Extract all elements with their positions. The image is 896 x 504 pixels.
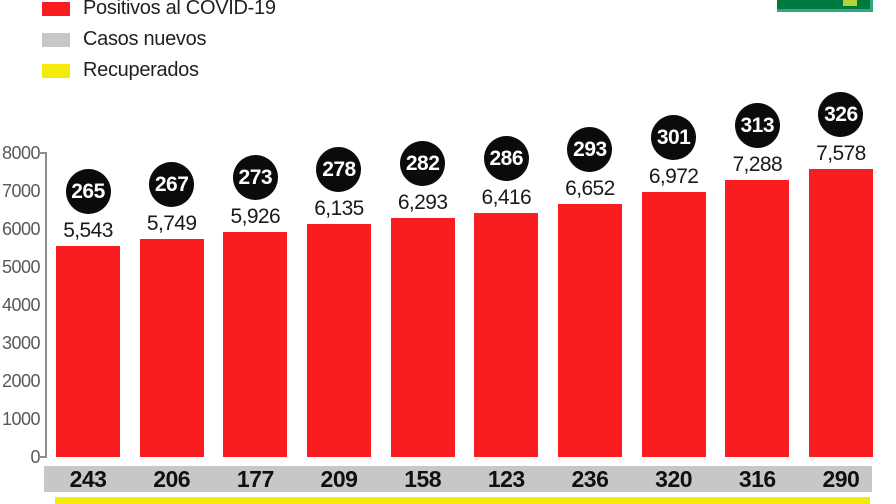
circle-badge: 282 (400, 141, 446, 186)
casos-nuevos-value: 316 (738, 466, 776, 492)
y-axis-labels: 0 1000 2000 3000 4000 5000 6000 7000 8000 (0, 0, 41, 504)
bar-value-label: 6,135 (314, 197, 364, 220)
positivos-bar (474, 213, 539, 457)
logo-badge (777, 0, 873, 12)
y-axis-line (45, 152, 47, 458)
legend-item-recuperados: Recuperados (42, 59, 276, 81)
circle-badge: 301 (651, 115, 697, 160)
positivos-bar (641, 192, 706, 457)
bar-value-label: 6,972 (648, 165, 699, 188)
circle-badge: 267 (149, 162, 195, 207)
casos-nuevos-value: 206 (153, 466, 191, 492)
y-tick-label: 2000 (1, 371, 41, 391)
positivos-bar (557, 204, 622, 457)
positivos-bar (390, 218, 455, 457)
casos-nuevos-value: 177 (236, 466, 274, 492)
casos-nuevos-value: 320 (655, 466, 693, 492)
chart-column: 286 6,416 (474, 136, 539, 457)
positivos-bar (808, 169, 873, 457)
casos-nuevos-value: 123 (487, 466, 525, 492)
circle-badge: 278 (316, 147, 362, 192)
bar-value-label: 6,416 (481, 186, 532, 209)
chart-column: 326 7,578 (808, 92, 873, 457)
positivos-swatch-icon (42, 1, 70, 16)
y-tick-label: 7000 (1, 181, 41, 201)
bar-value-label: 7,578 (816, 142, 866, 165)
y-tick-label: 0 (30, 447, 40, 467)
logo-badge-accent (843, 0, 857, 6)
bar-value-label: 6,293 (397, 191, 448, 214)
plot-area: 265 5,543 267 5,749 273 5,926 278 6,135 282 6,293… (56, 80, 873, 457)
casos-nuevos-value: 158 (404, 466, 442, 492)
y-tick-label: 1000 (1, 409, 41, 429)
circle-badge: 313 (734, 103, 780, 148)
legend: Positivos al COVID-19 Casos nuevos Recuper… (42, 0, 276, 94)
casos-nuevos-value: 209 (320, 466, 358, 492)
y-axis-tick-zero (39, 456, 46, 458)
casos-nuevos-values: 243 206 177 209 158 123 236 320 316 290 (56, 466, 873, 492)
circle-badge: 286 (483, 136, 529, 181)
bar-value-label: 5,926 (230, 205, 281, 228)
chart-column: 267 5,749 (139, 162, 204, 457)
legend-label: Recuperados (83, 59, 199, 81)
y-tick-label: 3000 (1, 333, 41, 353)
bar-value-label: 5,543 (63, 219, 113, 242)
circle-badge: 326 (818, 92, 864, 137)
casos-nuevos-value: 243 (69, 466, 107, 492)
positivos-bar (223, 232, 288, 457)
chart-column: 273 5,926 (223, 155, 288, 457)
chart-column: 282 6,293 (390, 141, 455, 457)
bar-value-label: 6,652 (565, 177, 615, 200)
positivos-bar (139, 239, 204, 457)
recuperados-swatch-icon (42, 63, 70, 78)
casos-nuevos-band: 243 206 177 209 158 123 236 320 316 290 (44, 466, 872, 492)
casos-nuevos-value: 290 (822, 466, 860, 492)
circle-badge: 265 (65, 169, 111, 214)
circle-badge: 293 (567, 127, 613, 172)
y-axis-tick-top (39, 152, 46, 154)
y-tick-label: 6000 (1, 219, 41, 239)
legend-item-positivos: Positivos al COVID-19 (42, 0, 276, 19)
bar-value-label: 5,749 (146, 212, 197, 235)
legend-label: Casos nuevos (83, 28, 207, 50)
positivos-bar (725, 180, 790, 457)
recuperados-band (55, 497, 870, 504)
chart-column: 313 7,288 (725, 103, 790, 457)
y-tick-label: 4000 (1, 295, 41, 315)
legend-item-casos-nuevos: Casos nuevos (42, 28, 276, 50)
casos-nuevos-value: 236 (571, 466, 609, 492)
casos-nuevos-swatch-icon (42, 32, 70, 47)
legend-label: Positivos al COVID-19 (83, 0, 276, 19)
positivos-bar (56, 246, 120, 457)
positivos-bar (306, 224, 371, 457)
y-tick-label: 5000 (1, 257, 41, 277)
chart-column: 301 6,972 (641, 115, 706, 457)
chart-column: 265 5,543 (56, 169, 120, 457)
y-tick-label: 8000 (1, 143, 41, 163)
chart-column: 278 6,135 (306, 147, 371, 457)
bar-value-label: 7,288 (732, 153, 783, 176)
chart-column: 293 6,652 (557, 127, 622, 457)
circle-badge: 273 (232, 155, 278, 200)
